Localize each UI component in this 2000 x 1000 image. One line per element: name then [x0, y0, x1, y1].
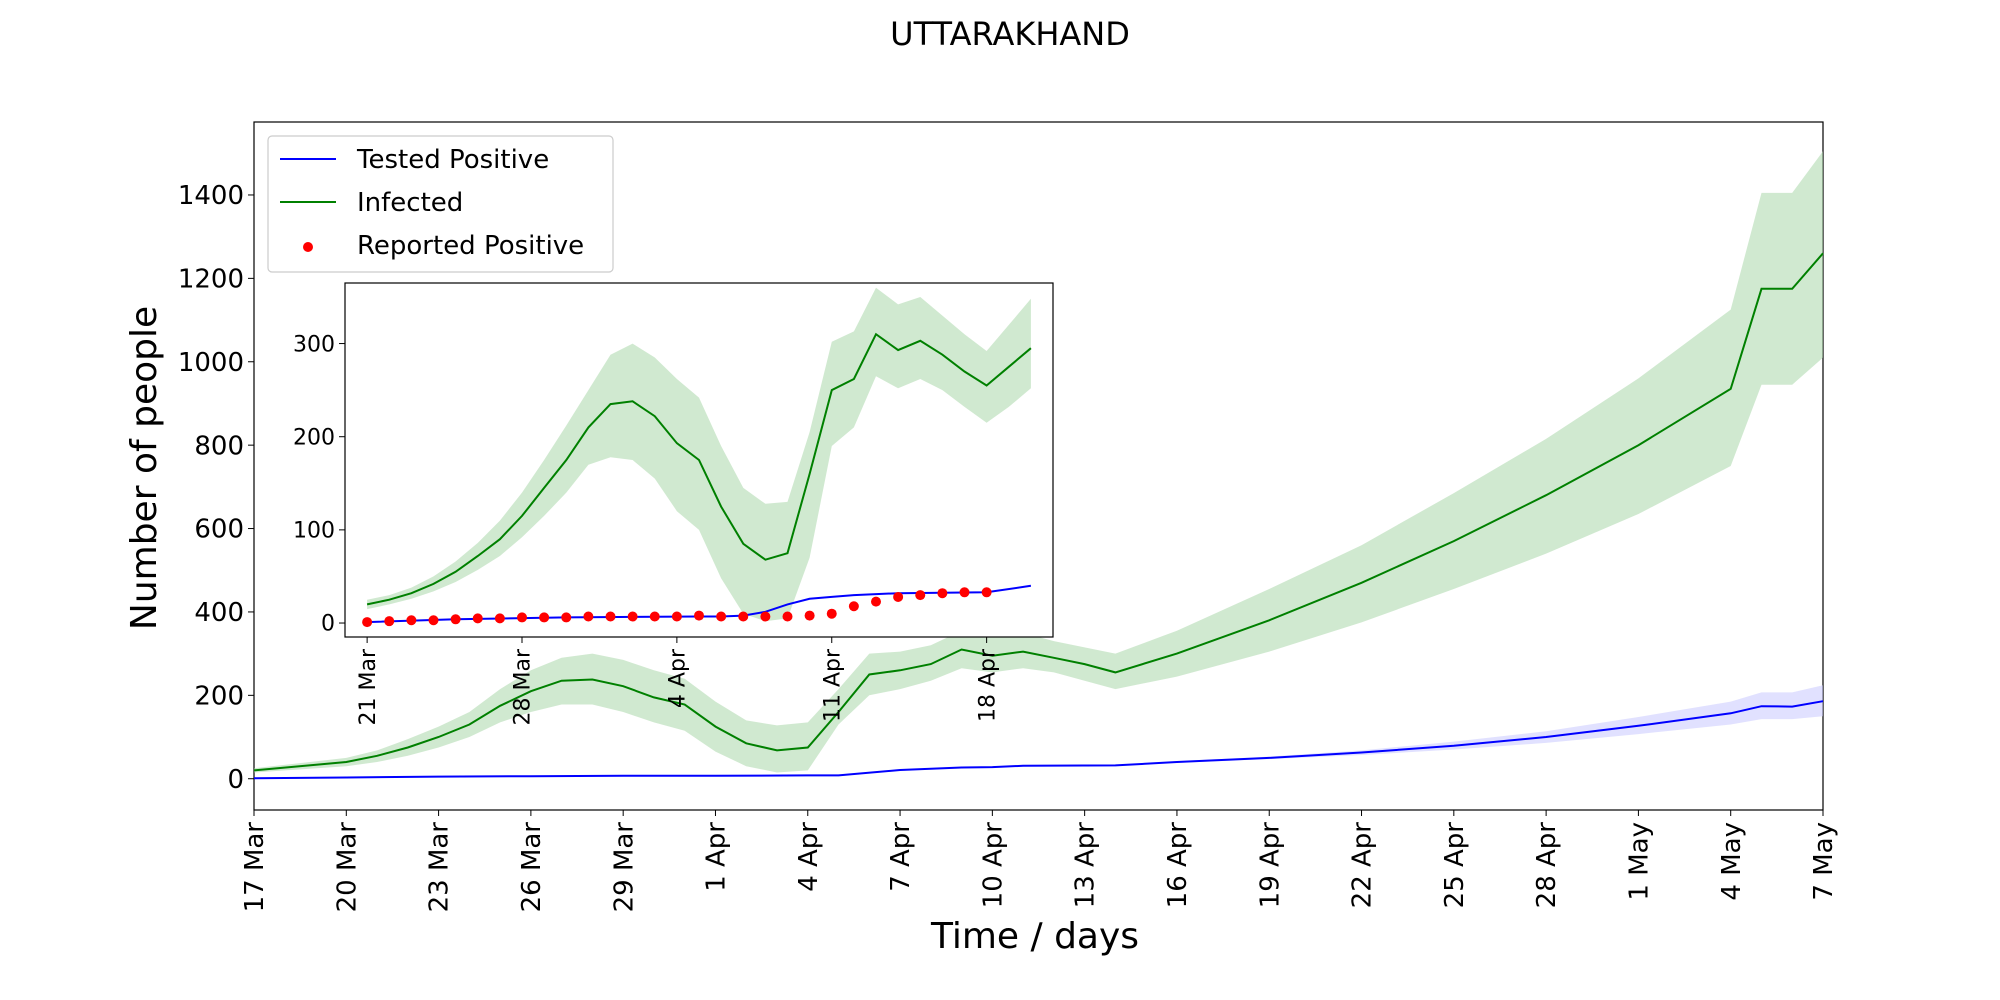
- inset-reported-positive-point: [517, 612, 527, 623]
- inset-reported-positive-point: [848, 601, 859, 612]
- main-x-tick-label: 23 Mar: [425, 822, 455, 913]
- main-infected-line: [253, 252, 1824, 772]
- inset-plot: 0 100 200 300 21 Mar 28 Mar 4 Apr 11 Apr 18 Apr: [293, 282, 1054, 726]
- main-x-tick-label: 20 Mar: [332, 822, 362, 913]
- main-x-tick-label: 10 Apr: [978, 822, 1008, 909]
- main-y-tick-label: 600: [194, 515, 244, 545]
- inset-reported-positive-point: [384, 616, 395, 627]
- main-x-tick-label: 25 Apr: [1440, 822, 1470, 909]
- main-x-tick-label: 19 Apr: [1255, 822, 1285, 909]
- main-y-tick-label: 1200: [178, 264, 244, 294]
- legend-dot-swatch: [303, 242, 313, 252]
- main-y-tick-label: 400: [194, 598, 244, 628]
- inset-infected-band: [367, 287, 1031, 622]
- inset-reported-positive-point: [893, 591, 904, 602]
- main-x-tick-label: 17 Mar: [240, 822, 270, 913]
- inset-reported-positive-point: [760, 611, 771, 622]
- inset-reported-positive-point: [649, 611, 660, 622]
- inset-reported-positive-point: [671, 611, 682, 622]
- inset-x-tick-label: 11 Apr: [820, 648, 845, 722]
- inset-reported-positive-point: [605, 611, 616, 622]
- main-x-tick-label: 28 Apr: [1532, 822, 1562, 909]
- main-x-tick-label: 7 May: [1809, 822, 1839, 901]
- inset-reported-positive-point: [627, 611, 638, 622]
- inset-reported-positive-point: [362, 617, 373, 628]
- inset-y-tick-label: 300: [293, 332, 335, 357]
- main-x-tick-label: 4 May: [1717, 822, 1747, 901]
- inset-reported-positive-point: [406, 615, 417, 626]
- inset-infected-line: [366, 332, 1032, 606]
- inset-reported-positive-point: [871, 596, 881, 607]
- main-x-tick-label: 16 Apr: [1163, 822, 1193, 909]
- y-axis-label: Number of people: [124, 306, 165, 630]
- inset-y-tick-label: 0: [321, 612, 335, 637]
- inset-reported-positive-point: [959, 587, 970, 598]
- inset-reported-positive-point: [450, 614, 461, 625]
- main-x-tick-label: 4 Apr: [794, 822, 824, 892]
- inset-reported-positive-point: [694, 610, 704, 621]
- main-infected-band: [254, 151, 1823, 773]
- main-tested-positive-line: [253, 700, 1824, 780]
- main-y-tick-label: 1400: [178, 181, 244, 211]
- inset-y-tick-label: 200: [293, 425, 335, 450]
- inset-reported-positive-point: [937, 588, 948, 599]
- main-y-tick-label: 1000: [178, 348, 244, 378]
- inset-reported-positive-point: [915, 590, 926, 601]
- main-y-tick-label: 0: [227, 765, 244, 795]
- main-x-tick-label: 1 Apr: [702, 822, 732, 892]
- inset-reported-positive-point: [472, 613, 483, 624]
- inset-reported-positive-point: [428, 615, 439, 626]
- legend: Tested Positive Infected Reported Positive: [267, 135, 614, 273]
- main-x-tick-label: 7 Apr: [886, 822, 916, 892]
- main-y-tick-label: 800: [194, 431, 244, 461]
- inset-x-tick-label: 18 Apr: [975, 648, 1000, 722]
- inset-x-tick-label: 4 Apr: [666, 648, 691, 708]
- inset-reported-positive-point: [782, 611, 793, 622]
- x-axis-label: Time / days: [930, 916, 1139, 957]
- main-x-tick-label: 22 Apr: [1348, 822, 1378, 909]
- inset-reported-positive-point: [738, 611, 749, 622]
- inset-y-tick-label: 100: [293, 519, 335, 544]
- inset-reported-positive-point: [494, 613, 505, 624]
- legend-label: Tested Positive: [356, 145, 549, 175]
- inset-reported-positive-point: [539, 612, 550, 623]
- inset-x-tick-label: 28 Mar: [511, 648, 536, 725]
- main-x-tick-label: 29 Mar: [609, 822, 639, 913]
- inset-reported-positive-point: [583, 611, 594, 622]
- legend-frame: [267, 135, 614, 273]
- main-x-tick-label: 13 Apr: [1071, 822, 1101, 909]
- inset-reported-positive-point: [981, 587, 992, 598]
- legend-label: Reported Positive: [357, 231, 584, 261]
- inset-reported-positive-point: [804, 610, 815, 621]
- main-y-tick-label: 200: [194, 681, 244, 711]
- inset-reported-positive-point: [716, 611, 727, 622]
- inset-x-tick-label: 21 Mar: [356, 648, 381, 725]
- legend-label: Infected: [357, 188, 463, 218]
- inset-reported-positive-point: [826, 608, 837, 619]
- main-x-tick-label: 1 May: [1625, 822, 1655, 901]
- main-x-tick-label: 26 Mar: [517, 822, 547, 913]
- inset-reported-positive-point: [561, 612, 572, 623]
- chart-title: UTTARAKHAND: [890, 15, 1130, 53]
